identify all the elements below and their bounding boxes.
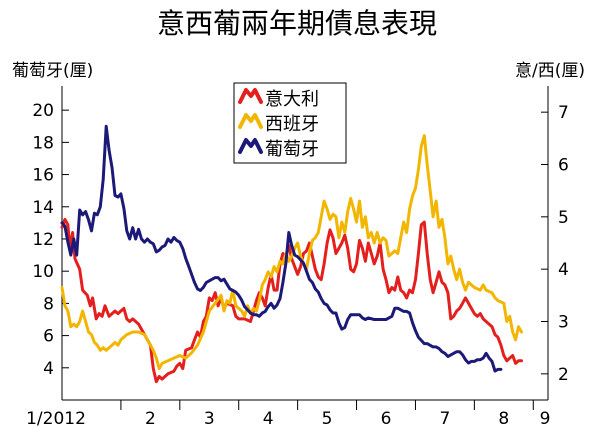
series-line-0 [60,217,523,384]
x-tick-label: 2 [145,409,156,428]
right-tick-label: 7 [558,103,569,123]
x-tick-label: 7 [439,409,450,428]
right-tick-label: 2 [558,365,569,385]
right-tick-label: 3 [558,313,569,333]
series-group [60,124,523,384]
right-ticks: 2 3 4 5 6 7 [541,103,569,385]
x-tick-label: 9 [540,409,551,428]
series-line-1 [60,134,523,371]
x-tick-label: 1/2012 [26,409,86,428]
legend-swatch-1 [238,113,263,129]
left-axis-label: 葡萄牙(厘) [12,61,93,81]
x-tick-label: 4 [263,409,274,428]
left-tick-label: 4 [43,359,54,379]
left-tick-label: 10 [32,262,54,282]
left-tick-label: 8 [43,294,54,314]
x-tick-label: 6 [381,409,392,428]
right-tick-label: 5 [558,208,569,228]
left-tick-label: 6 [43,327,54,347]
left-ticks: 4 6 8 10 12 14 16 18 20 [32,101,69,379]
series-line-2 [60,124,503,373]
left-tick-label: 14 [32,198,54,218]
left-tick-label: 12 [32,230,54,250]
left-tick-label: 16 [32,166,54,186]
x-tick-label: 5 [322,409,333,428]
legend-swatch-2 [238,138,263,154]
legend-label-0: 意大利 [265,89,319,110]
legend-label-1: 西班牙 [265,114,319,135]
left-tick-label: 18 [32,133,54,153]
plot-frame [61,86,549,401]
chart-title: 意西葡兩年期債息表現 [157,7,437,40]
right-tick-label: 4 [558,260,569,280]
x-ticks: 1/2012 2 3 4 5 6 7 8 9 [26,400,550,428]
right-tick-label: 6 [558,156,569,176]
legend-label-2: 葡萄牙 [265,139,319,160]
left-tick-label: 20 [32,101,54,121]
x-tick-label: 3 [204,409,215,428]
right-axis-label: 意/西(厘) [515,61,585,81]
x-tick-label: 8 [498,409,509,428]
legend-swatch-0 [238,88,263,104]
